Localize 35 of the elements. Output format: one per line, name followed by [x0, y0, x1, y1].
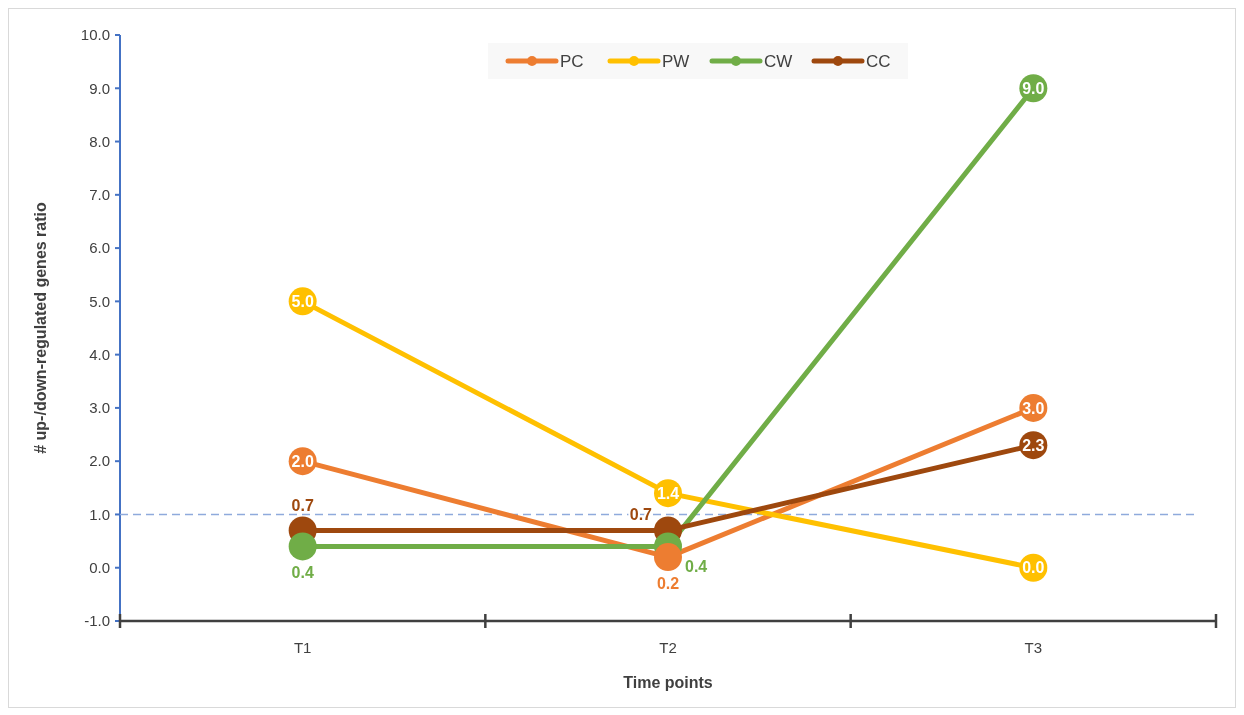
- data-label: 2.0: [291, 452, 314, 470]
- legend-label: PC: [560, 51, 584, 71]
- y-tick-label: 10.0: [80, 26, 110, 44]
- y-tick-label: -1.0: [84, 612, 110, 630]
- y-tick-label: 5.0: [89, 292, 110, 310]
- y-tick-label: 8.0: [89, 132, 110, 150]
- point: [654, 543, 682, 572]
- y-tick-label: 6.0: [89, 239, 110, 257]
- x-tick-label: T3: [1024, 639, 1043, 656]
- data-label: 0.7: [291, 497, 314, 515]
- x-tick-label: T1: [293, 639, 312, 656]
- y-tick-label: 1.0: [89, 505, 110, 523]
- data-label: 3.0: [1022, 399, 1045, 417]
- y-axis-title: # up-/down-regulated genes ratio: [32, 201, 49, 454]
- data-label: 9.0: [1022, 79, 1045, 97]
- x-tick-label: T2: [659, 639, 677, 656]
- data-label: 0.0: [1022, 559, 1045, 577]
- data-label: 0.4: [685, 558, 708, 576]
- y-tick-label: 9.0: [89, 79, 110, 97]
- data-label: 0.4: [291, 564, 314, 582]
- x-axis-title: Time points: [623, 674, 713, 691]
- point: [288, 532, 317, 561]
- data-label: 0.2: [656, 574, 680, 592]
- y-tick-label: 4.0: [89, 345, 110, 363]
- y-tick-label: 7.0: [89, 186, 110, 204]
- y-tick-label: 0.0: [89, 558, 110, 576]
- legend-label: CC: [866, 51, 891, 71]
- data-label: 0.7: [629, 506, 653, 524]
- legend-label: CW: [764, 51, 793, 71]
- data-label: 5.0: [291, 292, 314, 310]
- y-tick-label: 2.0: [89, 452, 110, 470]
- data-label: 2.3: [1022, 436, 1045, 454]
- y-tick-label: 3.0: [89, 399, 110, 417]
- legend-label: PW: [662, 51, 690, 71]
- data-label: 1.4: [656, 484, 680, 502]
